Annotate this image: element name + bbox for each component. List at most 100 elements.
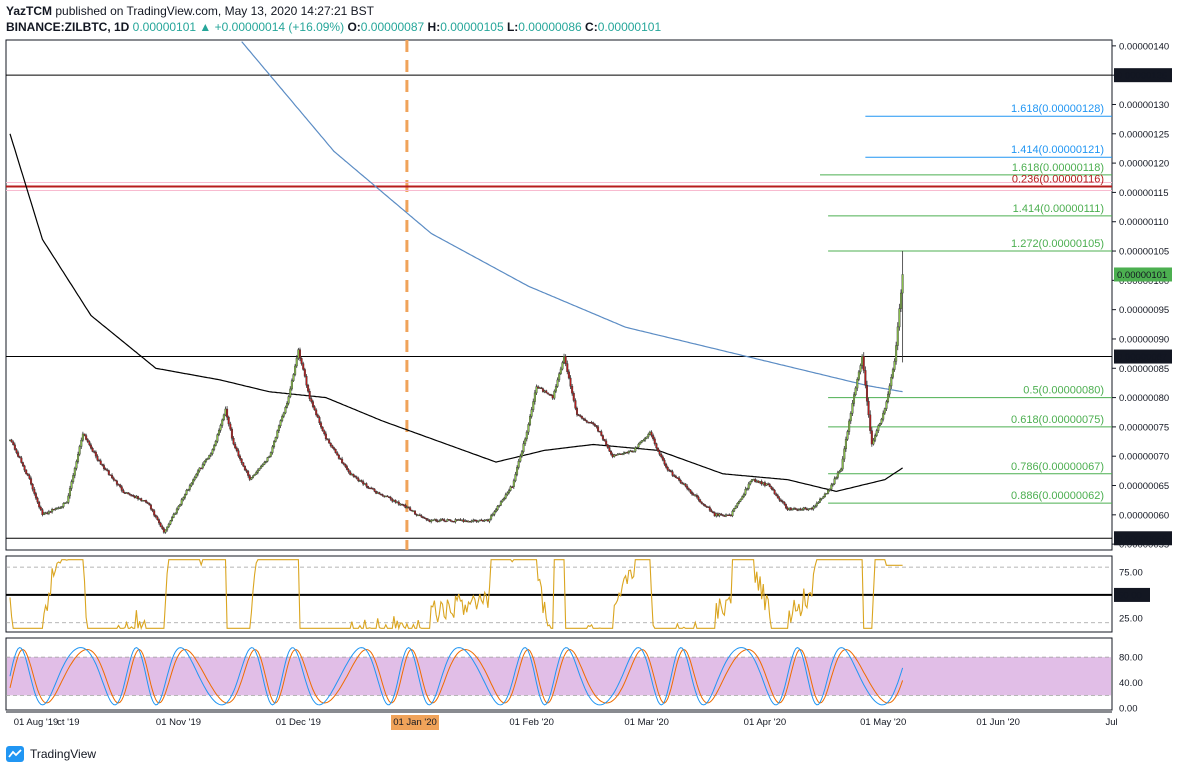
candle <box>859 363 862 375</box>
candle <box>585 419 588 424</box>
candle-body <box>435 519 438 522</box>
candle-body <box>467 521 470 523</box>
candle-body <box>88 441 91 446</box>
candle-body <box>898 308 901 328</box>
candle-body <box>355 476 358 479</box>
candle <box>336 451 339 456</box>
candle <box>679 478 682 484</box>
candle <box>67 493 70 505</box>
candle-body <box>64 502 67 504</box>
candle-body <box>255 472 258 475</box>
candle <box>190 482 193 488</box>
candle-body <box>426 519 429 521</box>
candle <box>669 469 672 473</box>
symbol-label[interactable]: BINANCE:ZILBTC, 1D <box>6 20 130 34</box>
candle <box>460 519 463 522</box>
candle <box>522 440 525 454</box>
candle-body <box>75 461 78 469</box>
candle <box>893 358 896 372</box>
candle-body <box>762 482 765 485</box>
candle-body <box>650 431 653 436</box>
stoch-pane-frame <box>5 637 1113 711</box>
candle <box>786 506 789 512</box>
candle-body <box>749 481 752 485</box>
candle <box>831 483 834 487</box>
candle <box>592 421 595 426</box>
candle <box>545 389 548 394</box>
candle <box>822 495 825 499</box>
candle <box>760 479 763 486</box>
rsi-axis-label: 25.00 <box>1119 614 1143 625</box>
candle <box>587 421 590 424</box>
candle-body <box>831 483 834 486</box>
candle-body <box>127 492 130 495</box>
candle-body <box>896 326 899 346</box>
author-name[interactable]: YazTCM <box>6 4 53 18</box>
candle-body <box>410 509 413 512</box>
candle <box>793 506 796 510</box>
candle-body <box>882 412 885 420</box>
candle <box>802 506 805 511</box>
candle <box>503 496 506 501</box>
candle <box>208 454 211 460</box>
fib-level-label: 0.236(0.00000116) <box>1012 174 1104 186</box>
candle <box>26 472 29 477</box>
candle <box>12 440 15 446</box>
candle <box>127 492 130 495</box>
candle <box>200 467 203 470</box>
candle-body <box>595 425 598 428</box>
candle-body <box>726 514 729 516</box>
candle <box>553 389 556 400</box>
candle <box>480 518 483 522</box>
price-axis-label: 0.00000070 <box>1119 452 1169 463</box>
price-pane-frame <box>5 39 1113 551</box>
candle <box>222 413 225 422</box>
candle-body <box>699 499 702 503</box>
candle-body <box>256 469 259 473</box>
candle <box>810 506 813 511</box>
candle <box>122 488 125 494</box>
candle <box>506 491 509 497</box>
candle-body <box>417 514 420 517</box>
candle <box>23 464 26 473</box>
candle-body <box>687 488 690 491</box>
candle <box>720 512 723 516</box>
candle <box>580 415 583 420</box>
candle-body <box>663 459 666 465</box>
candle <box>611 452 614 459</box>
candle <box>308 388 311 402</box>
candle <box>81 431 84 442</box>
candle <box>136 495 139 501</box>
candle <box>402 503 405 507</box>
candle-body <box>174 512 177 515</box>
candle-body <box>520 451 523 457</box>
candle-body <box>634 447 637 452</box>
candle <box>339 457 342 460</box>
candle <box>491 512 494 517</box>
candle <box>211 448 214 456</box>
candle <box>493 510 496 517</box>
footer-brand[interactable]: TradingView <box>30 747 97 761</box>
chart-canvas[interactable]: 0.00000140 0.00000135 0.00000130 0.00000125… <box>0 0 1180 740</box>
candle <box>783 501 786 506</box>
candle <box>423 516 426 519</box>
candle <box>665 462 668 469</box>
candle-body <box>546 392 549 395</box>
candle-body <box>409 507 412 511</box>
candle <box>242 461 245 468</box>
candle-body <box>303 369 306 377</box>
candle-body <box>543 390 546 392</box>
candle-body <box>214 441 217 446</box>
candle <box>564 354 567 367</box>
candle <box>490 513 493 521</box>
candle-body <box>517 460 520 468</box>
candle-body <box>170 517 173 522</box>
candle <box>880 417 883 425</box>
open-label: O: <box>347 20 361 34</box>
candle-body <box>143 500 146 502</box>
candle <box>710 508 713 513</box>
candle <box>358 479 361 482</box>
candle <box>791 508 794 511</box>
candle-body <box>551 394 554 399</box>
candle-body <box>621 453 624 455</box>
